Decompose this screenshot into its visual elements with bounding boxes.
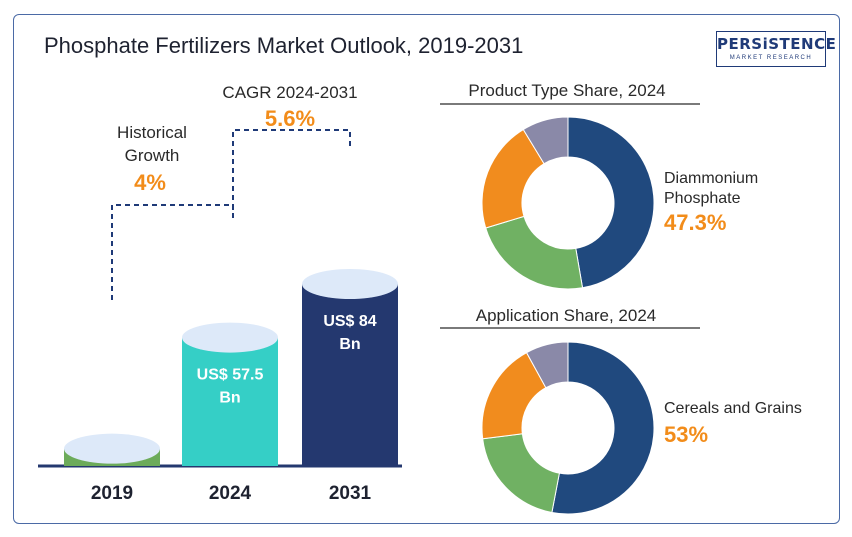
x-tick-label: 2019 (91, 483, 133, 504)
page-title: Phosphate Fertilizers Market Outlook, 20… (44, 33, 524, 58)
product-highlight-label-2: Phosphate (664, 190, 741, 207)
logo-wordmark: PERSiSTENCE (717, 35, 837, 53)
bar-body (302, 284, 398, 466)
application-share-title: Application Share, 2024 (476, 306, 657, 325)
donut-slice-1 (567, 116, 655, 289)
historical-growth-connector (111, 204, 234, 300)
product-type-donut (481, 116, 655, 290)
product-share-title: Product Type Share, 2024 (468, 81, 665, 100)
donut-slice-2 (482, 433, 560, 514)
bar-body (182, 337, 278, 466)
historical-growth-label-1: Historical (117, 123, 187, 142)
bar-value-label: US$ 5.4 (83, 478, 141, 495)
bar-value-label: US$ 84 (323, 313, 376, 330)
x-tick-label: 2031 (329, 483, 372, 504)
bar-value-label: Bn (219, 390, 240, 407)
application-highlight-label-1: Cereals and Grains (664, 400, 802, 417)
product-highlight-label-1: Diammonium (664, 170, 758, 187)
historical-growth-label-2: Growth (125, 146, 180, 165)
bar-cap (182, 322, 278, 353)
historical-growth-value: 4% (134, 170, 166, 195)
cagr-label: CAGR 2024-2031 (222, 83, 357, 102)
bar-value-label: US$ 57.5 (197, 367, 264, 384)
donut-slice-4 (522, 116, 569, 165)
x-tick-label: 2024 (209, 483, 252, 504)
bar-value-label: Bn (339, 336, 360, 353)
persistence-logo: PERSiSTENCE MARKET RESEARCH (716, 31, 837, 67)
application-highlight-value: 53% (664, 422, 708, 447)
donut-slice-1 (551, 341, 655, 515)
cagr-value: 5.6% (265, 106, 315, 131)
donut-slice-4 (525, 341, 569, 389)
bar-2024: US$ 57.5 Bn (182, 322, 278, 466)
infographic-frame (13, 14, 840, 524)
bar-cap (64, 433, 160, 464)
bar-2031: US$ 84 Bn (302, 269, 398, 466)
logo-tagline: MARKET RESEARCH (729, 55, 813, 61)
bar-cap (302, 269, 398, 300)
donut-slice-2 (485, 215, 584, 290)
product-highlight-value: 47.3% (664, 210, 726, 235)
application-donut (481, 341, 655, 515)
bar-2019: US$ 5.4 Bn (64, 433, 160, 518)
cagr-connector (232, 129, 351, 218)
bar-value-label: Bn (101, 501, 122, 518)
